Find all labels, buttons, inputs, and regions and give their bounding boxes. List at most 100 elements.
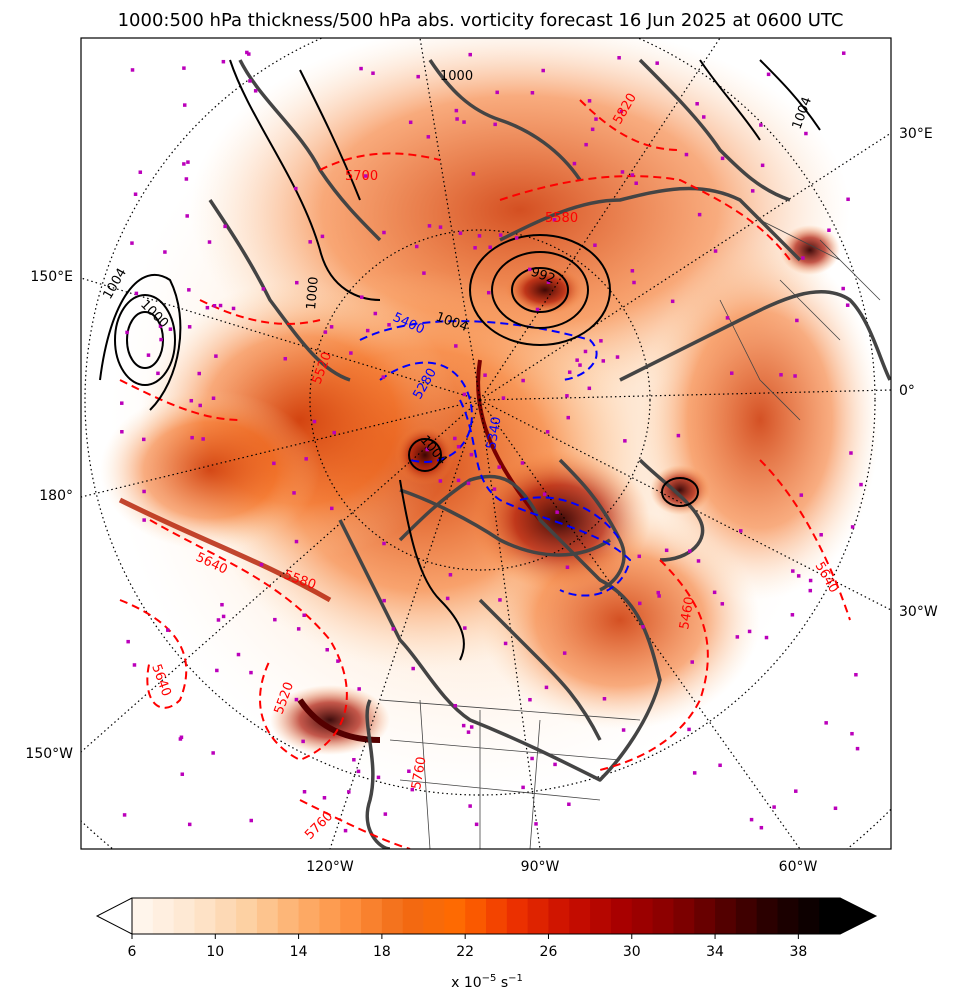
station-marker — [463, 626, 467, 630]
colorbar-tick-label: 22 — [456, 944, 474, 960]
station-marker — [407, 769, 411, 773]
station-marker — [301, 739, 305, 744]
station-marker — [438, 225, 443, 229]
map-title: 1000:500 hPa thickness/500 hPa abs. vort… — [117, 10, 844, 31]
station-marker — [189, 398, 194, 403]
station-marker — [623, 439, 627, 443]
station-marker — [601, 359, 606, 363]
thickness-label-red: 5700 — [345, 169, 378, 184]
station-marker — [247, 52, 251, 56]
station-marker — [808, 578, 813, 583]
station-marker — [356, 769, 361, 774]
station-marker — [827, 228, 831, 232]
colorbar-cell — [194, 898, 216, 934]
station-marker — [760, 163, 765, 168]
station-marker — [593, 243, 597, 247]
station-marker — [602, 697, 607, 701]
colorbar-cell — [340, 898, 362, 934]
station-marker — [294, 186, 298, 191]
colorbar-cell — [694, 898, 716, 934]
station-marker — [855, 746, 860, 751]
station-marker — [562, 651, 567, 655]
station-marker — [749, 817, 754, 822]
station-marker — [824, 721, 828, 725]
station-marker — [528, 697, 532, 702]
station-marker — [322, 796, 327, 800]
station-marker — [133, 192, 138, 196]
colorbar-cell — [152, 898, 175, 934]
station-marker — [304, 457, 308, 461]
station-marker — [211, 396, 216, 400]
station-marker — [637, 554, 642, 559]
station-marker — [747, 629, 752, 634]
station-marker — [738, 529, 743, 533]
station-marker — [702, 115, 706, 119]
station-marker — [498, 233, 503, 237]
station-marker — [295, 280, 299, 285]
station-marker — [198, 403, 202, 408]
station-marker — [445, 596, 450, 601]
station-marker — [656, 590, 660, 595]
right-label: 30°W — [899, 604, 938, 620]
thickness-contours-cold — [359, 320, 632, 597]
station-marker — [615, 355, 620, 359]
left-label: 150°E — [30, 269, 73, 285]
station-marker — [146, 353, 151, 357]
station-marker — [552, 218, 557, 222]
station-marker — [632, 280, 636, 285]
vorticity-shading — [100, 38, 880, 800]
station-marker — [471, 172, 476, 176]
colorbar-tick-label: 6 — [128, 944, 137, 960]
colorbar-cell — [819, 898, 841, 934]
station-marker — [583, 349, 588, 354]
station-marker — [323, 330, 328, 334]
map-area: 5640 5580 5640 5520 5760 5460 5640 5580 … — [81, 38, 891, 849]
station-marker — [221, 59, 226, 64]
station-marker — [796, 574, 801, 578]
station-marker — [594, 117, 598, 121]
colorbar-cell — [735, 898, 758, 934]
station-marker — [553, 762, 557, 767]
station-marker — [833, 806, 838, 811]
pressure-label: 1000 — [304, 276, 322, 310]
station-marker — [383, 812, 388, 816]
station-marker — [422, 271, 426, 275]
station-marker — [634, 181, 638, 185]
station-marker — [236, 652, 241, 657]
station-marker — [566, 415, 570, 420]
station-marker — [488, 245, 492, 249]
station-marker — [462, 392, 467, 397]
station-marker — [166, 628, 170, 632]
station-marker — [794, 789, 798, 793]
station-marker — [296, 627, 301, 631]
station-marker — [272, 461, 276, 466]
station-marker — [122, 813, 127, 817]
station-marker — [546, 280, 551, 284]
station-marker — [498, 598, 502, 602]
station-marker — [497, 465, 501, 469]
station-marker — [619, 109, 624, 114]
station-marker — [190, 435, 194, 440]
station-marker — [215, 668, 219, 673]
station-marker — [521, 785, 525, 790]
pressure-contours — [99, 59, 821, 661]
station-marker — [134, 291, 139, 296]
colorbar-cell — [215, 898, 237, 934]
colorbar-cell — [132, 898, 154, 934]
station-marker — [454, 344, 458, 348]
station-marker — [349, 351, 353, 355]
station-marker — [657, 594, 661, 598]
station-marker — [473, 246, 477, 250]
station-marker — [168, 327, 173, 331]
station-marker — [790, 613, 795, 617]
station-marker — [718, 763, 722, 768]
station-marker — [688, 549, 692, 553]
colorbar-cell — [236, 898, 258, 934]
station-marker — [461, 723, 466, 728]
station-marker — [468, 804, 472, 808]
station-marker — [578, 363, 582, 367]
station-marker — [220, 602, 224, 607]
station-marker — [120, 429, 124, 434]
station-marker — [791, 569, 795, 573]
station-marker — [545, 430, 550, 434]
